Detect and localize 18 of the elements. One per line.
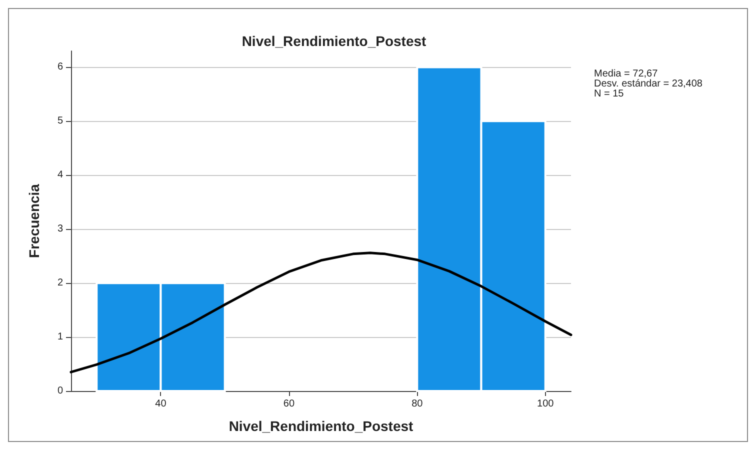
y-tick-label: 3	[57, 224, 64, 235]
y-tick-label: 0	[57, 386, 64, 396]
text: Desv. estándar = 23,408	[594, 78, 703, 90]
x-axis-title: Nivel_Rendimiento_Postest	[228, 418, 414, 434]
x-tick-label: 80	[412, 398, 424, 410]
x-tick-label: 40	[155, 398, 167, 410]
x-tick-label: 60	[283, 398, 295, 410]
line-series	[70, 252, 572, 374]
x-tick-label: 100	[537, 398, 554, 410]
text: Media = 72,67	[594, 68, 658, 80]
y-axis-title: Frecuencia	[26, 184, 42, 258]
y-tick-label: 1	[57, 332, 64, 343]
y-tick-label: 4	[57, 170, 64, 181]
y-tick-label: 2	[57, 278, 64, 289]
y-tick-label: 5	[57, 116, 64, 127]
y-tick-label: 6	[57, 62, 64, 73]
text: N = 15	[594, 88, 624, 100]
chart-title: Nivel_Rendimiento_Postest	[242, 33, 427, 49]
